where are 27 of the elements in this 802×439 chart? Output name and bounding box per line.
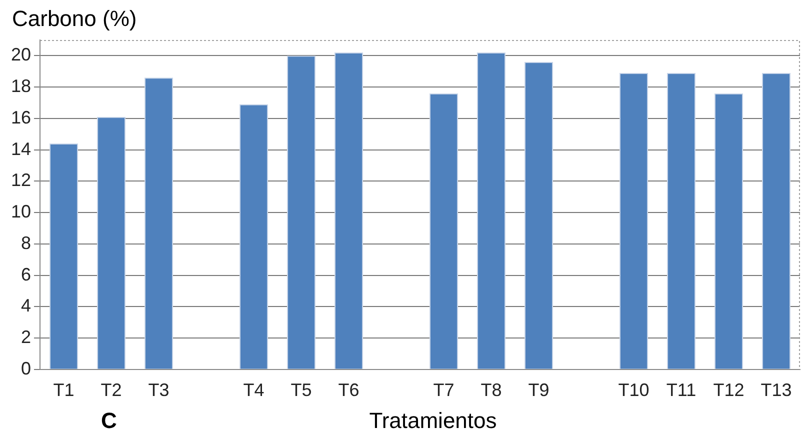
- x-axis-title: Tratamientos: [369, 408, 497, 433]
- x-tick-label: T8: [480, 380, 502, 400]
- y-tick-label: 8: [21, 232, 32, 253]
- x-tick-label: T13: [760, 380, 792, 400]
- y-tick-label: 16: [10, 107, 32, 128]
- y-tick-label: 12: [10, 170, 32, 190]
- y-tick-label: 20: [10, 44, 32, 65]
- x-tick-label: T11: [666, 380, 696, 400]
- x-tick-label: T3: [148, 380, 170, 400]
- x-tick-label: T7: [433, 380, 454, 400]
- x-tick-label: T10: [618, 380, 650, 400]
- y-tick-label: 2: [21, 326, 32, 347]
- y-tick-label: 18: [10, 76, 32, 96]
- x-tick-label: T9: [528, 380, 550, 400]
- x-tick-label: T5: [290, 380, 312, 400]
- y-tick-label: 6: [21, 264, 32, 284]
- y-tick-label: 10: [10, 202, 32, 222]
- y-tick-label: 4: [21, 296, 32, 316]
- x-tick-label: T2: [100, 380, 122, 400]
- y-tick-label: 14: [10, 138, 32, 159]
- text: C: [101, 408, 117, 434]
- y-axis-title: Carbono (%): [12, 6, 137, 32]
- y-tick-label: 0: [21, 358, 32, 378]
- x-tick-label: T1: [53, 380, 74, 400]
- x-tick-label: T6: [338, 380, 360, 400]
- x-tick-label: T4: [243, 380, 264, 400]
- x-tick-label: T12: [713, 380, 744, 400]
